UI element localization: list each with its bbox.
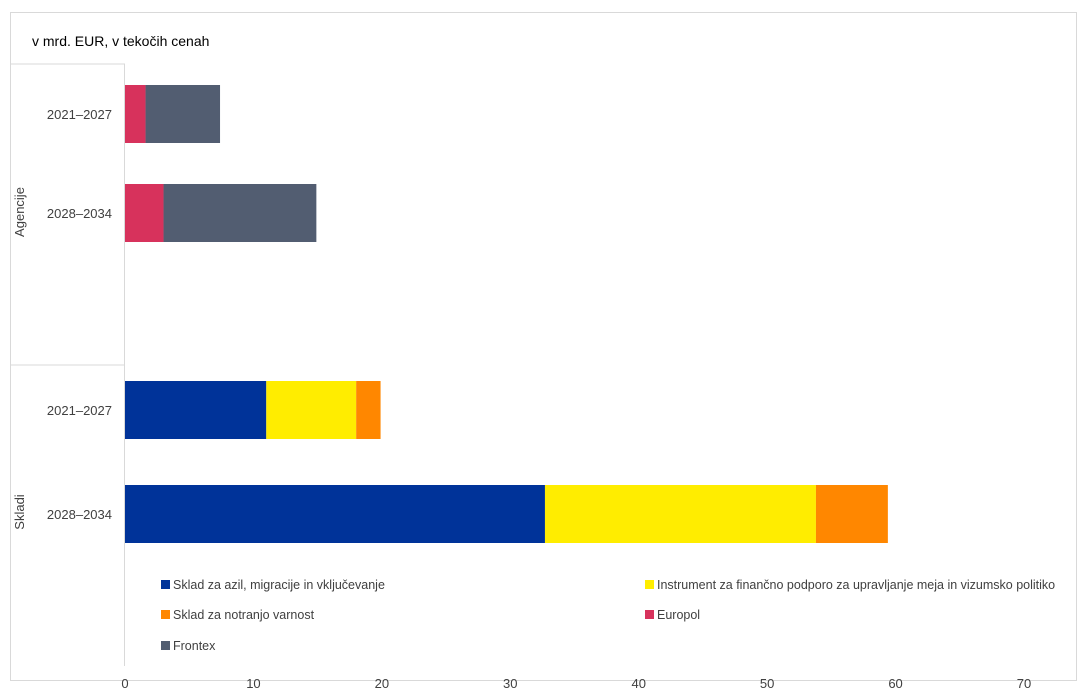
x-tick-label: 20: [375, 676, 389, 691]
x-tick-label: 0: [121, 676, 128, 691]
row-labels: 2021–2027 2028–2034 2021–2027 2028–2034: [47, 107, 112, 522]
legend-label: Sklad za notranjo varnost: [173, 608, 315, 622]
bar-agencije-2021–2027-frontex: [145, 85, 221, 143]
group-label-skladi: Skladi: [12, 494, 27, 530]
legend-label: Sklad za azil, migracije in vključevanje: [173, 578, 385, 592]
legend-label: Frontex: [173, 639, 216, 653]
chart-frame: [10, 12, 1077, 681]
legend-swatch: [161, 610, 170, 619]
x-tick-label: 70: [1017, 676, 1031, 691]
x-tick-label: 60: [888, 676, 902, 691]
legend: Sklad za azil, migracije in vključevanje…: [161, 578, 1055, 653]
bar-agencije-2028–2034-frontex: [163, 184, 317, 242]
legend-item-sklad_azil: Sklad za azil, migracije in vključevanje: [161, 578, 385, 592]
legend-swatch: [161, 580, 170, 589]
row-label: 2021–2027: [47, 107, 112, 122]
bar-skladi-2028–2034-instrument_meje: [544, 485, 816, 543]
bars: [125, 85, 888, 543]
legend-item-sklad_varnost: Sklad za notranjo varnost: [161, 608, 315, 622]
x-tick-label: 10: [246, 676, 260, 691]
legend-swatch: [161, 641, 170, 650]
bar-agencije-2021–2027-europol: [125, 85, 146, 143]
legend-swatch: [645, 610, 654, 619]
bar-skladi-2021–2027-sklad_varnost: [356, 381, 381, 439]
x-tick-label: 30: [503, 676, 517, 691]
row-label: 2028–2034: [47, 507, 112, 522]
legend-swatch: [645, 580, 654, 589]
bar-agencije-2028–2034-europol: [125, 184, 164, 242]
bar-skladi-2028–2034-sklad_varnost: [815, 485, 888, 543]
group-label-agencije: Agencije: [12, 187, 27, 237]
legend-label: Europol: [657, 608, 700, 622]
bar-skladi-2021–2027-sklad_azil: [125, 381, 267, 439]
legend-item-frontex: Frontex: [161, 639, 216, 653]
x-tick-label: 40: [631, 676, 645, 691]
legend-label: Instrument za finančno podporo za upravl…: [657, 578, 1055, 592]
row-label: 2028–2034: [47, 206, 112, 221]
x-axis: 0 10 20 30 40 50 60 70: [121, 676, 1031, 691]
unit-label: v mrd. EUR, v tekočih cenah: [32, 33, 209, 49]
bar-skladi-2028–2034-sklad_azil: [125, 485, 545, 543]
row-label: 2021–2027: [47, 403, 112, 418]
category-group-dividers: [10, 63, 125, 666]
x-tick-label: 50: [760, 676, 774, 691]
group-labels: Agencije Skladi: [12, 187, 27, 530]
bar-skladi-2021–2027-instrument_meje: [266, 381, 357, 439]
legend-item-instrument_meje: Instrument za finančno podporo za upravl…: [645, 578, 1055, 592]
legend-item-europol: Europol: [645, 608, 700, 622]
